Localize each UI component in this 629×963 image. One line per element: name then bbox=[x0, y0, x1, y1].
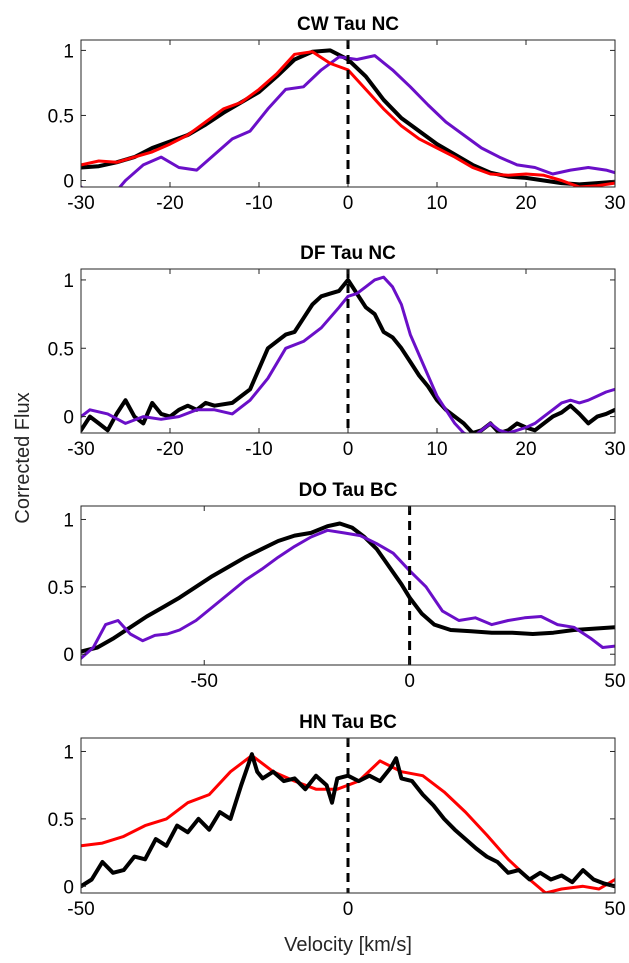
x-tick-label: -30 bbox=[67, 193, 94, 214]
x-tick-label: 50 bbox=[604, 671, 625, 692]
series-group bbox=[81, 275, 615, 433]
y-tick-label: 1 bbox=[63, 510, 74, 531]
x-tick-label: 0 bbox=[343, 899, 354, 920]
x-tick-label: 0 bbox=[343, 193, 354, 214]
y-tick-label: 1 bbox=[63, 41, 74, 62]
y-tick-label: 0.5 bbox=[48, 578, 74, 599]
series-line-red bbox=[81, 50, 615, 187]
y-tick-label: 0.5 bbox=[48, 339, 74, 360]
axes-frame bbox=[80, 505, 616, 666]
y-tick-label: 0 bbox=[63, 877, 74, 898]
y-tick-label: 0.5 bbox=[48, 106, 74, 127]
series-line-black bbox=[81, 752, 615, 889]
y-tick-label: 1 bbox=[63, 742, 74, 763]
x-tick-label: -30 bbox=[67, 439, 94, 460]
series-group bbox=[81, 752, 615, 893]
series-line-black bbox=[81, 521, 615, 654]
x-tick-label: 10 bbox=[426, 193, 447, 214]
x-tick-label: 0 bbox=[404, 671, 415, 692]
x-tick-label: 10 bbox=[426, 439, 447, 460]
chart-panel-1: CW Tau NC -30 -20 -10 0 10 20 30 0 0.5 1 bbox=[48, 14, 626, 214]
chart-panel-2: DF Tau NC -30 -20 -10 0 10 20 30 0 0.5 1 bbox=[48, 243, 626, 460]
x-tick-label: 50 bbox=[604, 899, 625, 920]
y-tick-label: 1 bbox=[63, 271, 74, 292]
y-tick-label: 0.5 bbox=[48, 810, 74, 831]
x-tick-label: 20 bbox=[515, 439, 536, 460]
panel-title: HN Tau BC bbox=[299, 712, 397, 733]
x-tick-label: 30 bbox=[604, 193, 625, 214]
y-tick-label: 0 bbox=[63, 408, 74, 429]
series-line-purple bbox=[81, 54, 615, 187]
y-axis-label: Corrected Flux bbox=[12, 392, 34, 523]
panel-title: DO Tau BC bbox=[299, 480, 398, 501]
panel-title: CW Tau NC bbox=[297, 14, 399, 35]
x-tick-label: 30 bbox=[604, 439, 625, 460]
x-tick-label: -20 bbox=[156, 439, 183, 460]
x-tick-label: -50 bbox=[67, 899, 94, 920]
chart-panel-3: DO Tau BC -50 0 50 0 0.5 1 bbox=[48, 480, 626, 692]
x-tick-label: -50 bbox=[190, 671, 217, 692]
x-tick-label: -10 bbox=[245, 439, 272, 460]
series-group bbox=[81, 521, 615, 660]
x-tick-label: 20 bbox=[515, 193, 536, 214]
y-tick-label: 0 bbox=[63, 645, 74, 666]
x-axis-label: Velocity [km/s] bbox=[284, 934, 412, 956]
series-line-purple bbox=[81, 275, 615, 433]
x-tick-label: -20 bbox=[156, 193, 183, 214]
series-line-purple bbox=[81, 528, 615, 660]
x-tick-label: 0 bbox=[343, 439, 354, 460]
x-tick-label: -10 bbox=[245, 193, 272, 214]
y-tick-label: 0 bbox=[63, 171, 74, 192]
panel-title: DF Tau NC bbox=[300, 243, 396, 264]
